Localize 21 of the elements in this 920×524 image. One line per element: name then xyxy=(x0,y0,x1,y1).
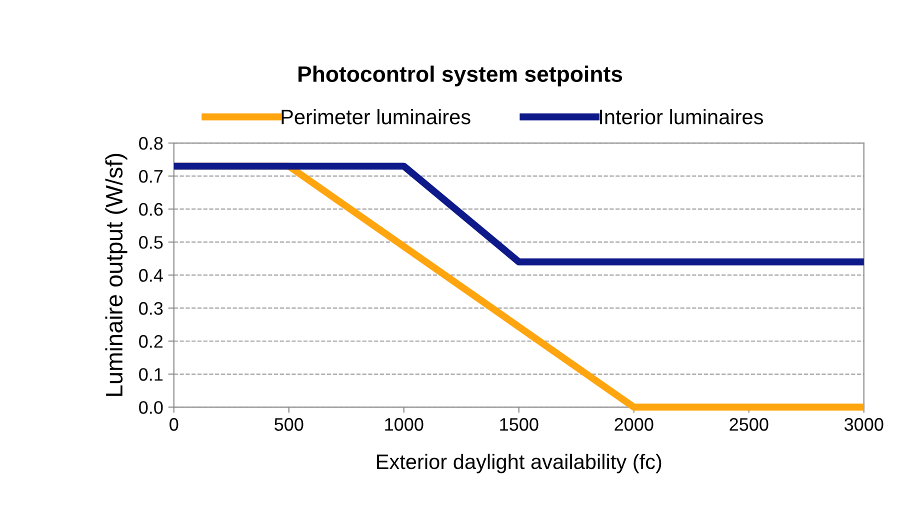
y-tick-label: 0.2 xyxy=(139,335,163,348)
y-tick-label: 0.1 xyxy=(139,368,163,381)
x-axis-title: Exterior daylight availability (fc) xyxy=(377,454,662,474)
x-tick-label: 1000 xyxy=(385,418,424,431)
y-tick-label: 0.0 xyxy=(139,401,163,414)
y-tick-label: 0.8 xyxy=(139,136,163,150)
legend-label: Perimeter luminaires xyxy=(282,109,470,124)
x-tick-label: 0 xyxy=(170,418,178,431)
x-tick-label: 2000 xyxy=(614,418,654,431)
x-tick-label: 1500 xyxy=(500,418,538,431)
y-axis-title: Luminaire output (W/sf) xyxy=(105,154,128,396)
y-tick-label: 0.7 xyxy=(139,170,163,183)
y-tick-label: 0.5 xyxy=(139,236,163,249)
y-tick-label: 0.3 xyxy=(139,302,163,315)
y-tick-label: 0.6 xyxy=(139,203,163,216)
y-tick-label: 0.4 xyxy=(139,269,163,282)
legend-label: Interior luminaires xyxy=(600,109,763,124)
x-tick-label: 500 xyxy=(274,418,304,431)
chart-title: Photocontrol system setpoints xyxy=(298,66,622,86)
x-tick-label: 3000 xyxy=(844,418,884,431)
x-tick-label: 2500 xyxy=(730,418,768,431)
